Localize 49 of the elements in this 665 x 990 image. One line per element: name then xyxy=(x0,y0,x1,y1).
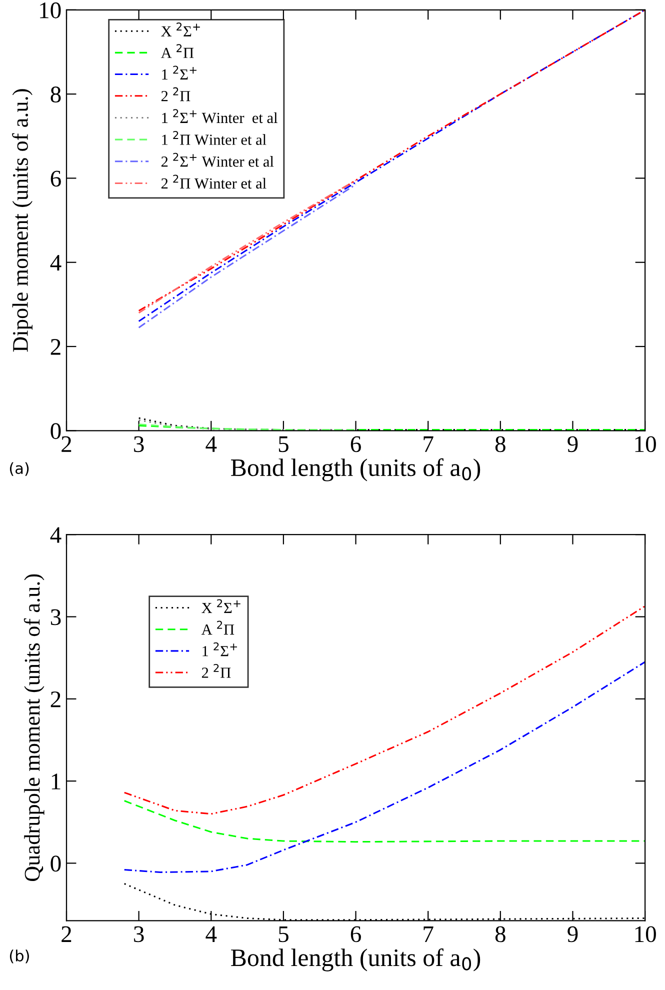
legend-label: 2 $^{2}$Π xyxy=(161,87,190,102)
x-tick-label: 6 xyxy=(350,436,361,452)
text: (a) xyxy=(10,462,29,476)
legend-label: 1 $^{2}$Σ$^{+}$ xyxy=(202,642,237,656)
legend-label: 2 $^{2}$Σ$^{+}$ Winter et al xyxy=(161,152,274,167)
x-tick-label: 4 xyxy=(206,926,217,942)
y-tick-label: 0 xyxy=(50,856,61,872)
x-tick-label: 8 xyxy=(495,926,506,942)
x-axis-title: Bond length (units of a$_{0}$) xyxy=(230,458,480,482)
legend-label: 1 $^{2}$Π Winter et al xyxy=(162,131,266,146)
x-tick-label: 9 xyxy=(568,926,578,942)
line-series xyxy=(124,800,646,843)
y-axis-title: Quadrupole moment (units of a.u.) xyxy=(24,574,44,882)
x-tick-label: 9 xyxy=(568,436,578,452)
x-tick-label: 10 xyxy=(635,436,656,452)
y-tick-label: 0 xyxy=(50,423,61,440)
x-tick-label: 3 xyxy=(134,926,144,942)
x-tick-label: 6 xyxy=(350,926,361,942)
y-tick-label: 8 xyxy=(50,86,61,102)
legend-label: X $^{2}$Σ$^{+}$ xyxy=(202,599,240,613)
x-tick-label: 4 xyxy=(206,436,217,452)
x-tick-label: 7 xyxy=(424,436,434,452)
text: (b) xyxy=(10,950,29,964)
legend-label: 2 $^{2}$Π xyxy=(202,664,231,678)
x-axis-title: Bond length (units of a$_{0}$) xyxy=(230,948,480,972)
x-tick-label: 8 xyxy=(495,436,506,452)
x-tick-label: 3 xyxy=(134,436,144,452)
legend-label: A $^{2}$Π xyxy=(201,620,234,635)
y-tick-label: 10 xyxy=(40,2,61,18)
y-tick-label: 4 xyxy=(50,255,62,271)
legend-label: 1 $^{2}$Σ$^{+}$ Winter et al xyxy=(162,109,278,124)
x-tick-label: 7 xyxy=(424,926,434,942)
x-tick-label: 5 xyxy=(278,436,288,452)
y-tick-label: 3 xyxy=(50,609,61,626)
x-tick-label: 2 xyxy=(62,436,72,452)
y-axis-title: Dipole moment (units of a.u.) xyxy=(12,89,32,352)
y-tick-label: 1 xyxy=(52,774,60,790)
x-tick-label: 5 xyxy=(278,926,288,942)
x-tick-label: 2 xyxy=(62,926,72,942)
legend-label: X $^{2}$Σ$^{+}$ xyxy=(161,22,200,36)
y-tick-label: 2 xyxy=(50,691,60,708)
legend-label: A $^{2}$Π xyxy=(160,44,194,58)
y-tick-label: 2 xyxy=(50,339,60,355)
line-series xyxy=(124,661,646,873)
x-tick-label: 10 xyxy=(635,926,656,942)
y-tick-label: 4 xyxy=(50,527,62,543)
legend-label: 1 $^{2}$Σ$^{+}$ xyxy=(162,66,196,80)
y-tick-label: 6 xyxy=(50,170,61,187)
legend-label: 2 $^{2}$Π Winter et al xyxy=(161,174,266,189)
